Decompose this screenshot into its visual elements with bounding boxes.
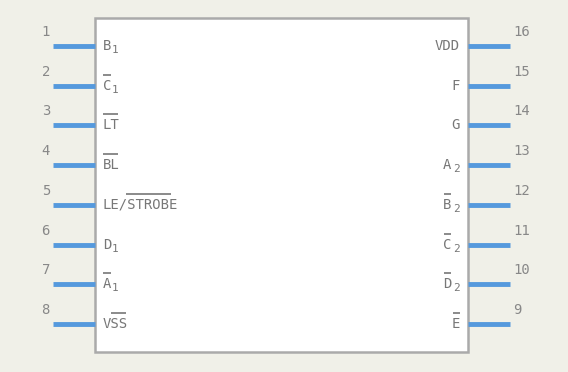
Text: 11: 11 [513,224,530,238]
Text: 2: 2 [453,283,460,293]
Text: VDD: VDD [435,39,460,53]
Text: 1: 1 [111,85,118,95]
Text: 3: 3 [41,105,50,118]
Text: 6: 6 [41,224,50,238]
Text: B: B [442,198,451,212]
Text: E: E [452,317,460,331]
Text: 2: 2 [41,65,50,79]
Text: A: A [103,277,111,291]
Text: 2: 2 [453,244,460,254]
Text: BL: BL [103,158,120,172]
Text: 2: 2 [453,164,460,174]
Text: 16: 16 [513,25,530,39]
Text: 10: 10 [513,263,530,277]
Text: D: D [103,238,111,251]
Text: 15: 15 [513,65,530,79]
Text: 12: 12 [513,184,530,198]
Text: 1: 1 [111,244,118,254]
Text: B: B [103,39,111,53]
Text: 2: 2 [453,204,460,214]
Text: D: D [442,277,451,291]
Text: A: A [442,158,451,172]
Text: C: C [103,79,111,93]
Text: 8: 8 [41,303,50,317]
Text: G: G [452,118,460,132]
Text: 7: 7 [41,263,50,277]
Text: 1: 1 [111,283,118,293]
Text: F: F [452,79,460,93]
Text: 14: 14 [513,105,530,118]
Text: 5: 5 [41,184,50,198]
Text: 13: 13 [513,144,530,158]
Text: LE/STROBE: LE/STROBE [103,198,178,212]
Text: 1: 1 [41,25,50,39]
Text: 1: 1 [111,45,118,55]
Bar [95,18,468,352]
Text: VSS: VSS [103,317,128,331]
Text: 9: 9 [513,303,521,317]
Text: LT: LT [103,118,120,132]
Text: C: C [442,238,451,251]
Text: 4: 4 [41,144,50,158]
